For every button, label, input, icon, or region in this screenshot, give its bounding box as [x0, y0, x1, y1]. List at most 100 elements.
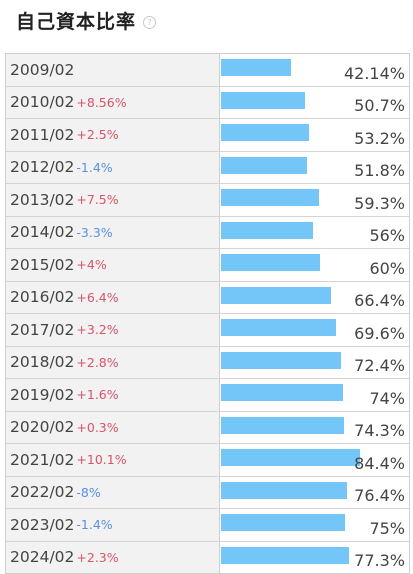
bar-cell: 56% [220, 217, 409, 249]
change-label: +4% [76, 257, 106, 272]
period-label: 2015/02 [10, 256, 74, 274]
value-label: 66.4% [354, 282, 405, 314]
change-label: +2.8% [76, 355, 118, 370]
value-label: 51.8% [354, 152, 405, 184]
period-cell: 2011/02+2.5% [6, 119, 220, 151]
chart-header: 自己資本比率 ? [16, 6, 156, 34]
table-row: 2023/02-1.4% 75% [6, 509, 409, 542]
bar [221, 547, 349, 564]
table-row: 2024/02+2.3% 77.3% [6, 542, 409, 574]
period-label: 2024/02 [10, 548, 74, 566]
bar [221, 92, 305, 109]
period-cell: 2012/02-1.4% [6, 152, 220, 184]
value-label: 42.14% [344, 54, 405, 86]
period-cell: 2019/02+1.6% [6, 379, 220, 411]
bar [221, 319, 336, 336]
period-cell: 2020/02+0.3% [6, 412, 220, 444]
bar-cell: 59.3% [220, 184, 409, 216]
value-label: 75% [369, 509, 405, 541]
period-cell: 2018/02+2.8% [6, 347, 220, 379]
change-label: +6.4% [76, 290, 118, 305]
period-label: 2014/02 [10, 223, 74, 241]
change-label: -1.4% [76, 517, 112, 532]
bar-cell: 72.4% [220, 347, 409, 379]
table-row: 2020/02+0.3% 74.3% [6, 412, 409, 445]
bar-cell: 75% [220, 509, 409, 541]
value-label: 53.2% [354, 119, 405, 151]
table-row: 2019/02+1.6% 74% [6, 379, 409, 412]
value-label: 50.7% [354, 87, 405, 119]
period-cell: 2024/02+2.3% [6, 542, 220, 574]
table-row: 2009/02 42.14% [6, 54, 409, 87]
change-label: +7.5% [76, 192, 118, 207]
value-label: 77.3% [354, 542, 405, 574]
bar [221, 254, 320, 271]
value-label: 69.6% [354, 314, 405, 346]
bar-cell: 51.8% [220, 152, 409, 184]
bar-cell: 74% [220, 379, 409, 411]
period-cell: 2014/02-3.3% [6, 217, 220, 249]
bar [221, 482, 347, 499]
table-row: 2015/02+4% 60% [6, 249, 409, 282]
value-label: 74.3% [354, 412, 405, 444]
bar [221, 417, 344, 434]
table-row: 2010/02+8.56% 50.7% [6, 87, 409, 120]
value-label: 74% [369, 379, 405, 411]
value-label: 59.3% [354, 184, 405, 216]
period-cell: 2021/02+10.1% [6, 444, 220, 476]
bar [221, 449, 360, 466]
help-icon[interactable]: ? [143, 16, 156, 29]
change-label: -1.4% [76, 160, 112, 175]
period-label: 2013/02 [10, 191, 74, 209]
period-cell: 2023/02-1.4% [6, 509, 220, 541]
value-label: 76.4% [354, 477, 405, 509]
bar [221, 59, 291, 76]
period-cell: 2022/02-8% [6, 477, 220, 509]
period-cell: 2016/02+6.4% [6, 282, 220, 314]
bar-cell: 60% [220, 249, 409, 281]
table-row: 2011/02+2.5% 53.2% [6, 119, 409, 152]
period-label: 2016/02 [10, 288, 74, 306]
value-label: 84.4% [354, 444, 405, 476]
change-label: +2.3% [76, 550, 118, 565]
table-row: 2021/02+10.1% 84.4% [6, 444, 409, 477]
bar [221, 352, 341, 369]
period-cell: 2017/02+3.2% [6, 314, 220, 346]
bar-cell: 76.4% [220, 477, 409, 509]
period-label: 2019/02 [10, 386, 74, 404]
value-label: 56% [369, 217, 405, 249]
value-label: 60% [369, 249, 405, 281]
period-label: 2009/02 [10, 61, 74, 79]
value-label: 72.4% [354, 347, 405, 379]
period-label: 2011/02 [10, 126, 74, 144]
period-label: 2012/02 [10, 158, 74, 176]
period-cell: 2013/02+7.5% [6, 184, 220, 216]
table-row: 2022/02-8% 76.4% [6, 477, 409, 510]
bar [221, 124, 309, 141]
period-label: 2022/02 [10, 483, 74, 501]
table-row: 2016/02+6.4% 66.4% [6, 282, 409, 315]
bar [221, 222, 313, 239]
period-label: 2021/02 [10, 451, 74, 469]
bar [221, 287, 331, 304]
change-label: +0.3% [76, 420, 118, 435]
bar [221, 514, 345, 531]
bar [221, 189, 319, 206]
change-label: -8% [76, 485, 100, 500]
bar-cell: 66.4% [220, 282, 409, 314]
change-label: -3.3% [76, 225, 112, 240]
table-row: 2012/02-1.4% 51.8% [6, 152, 409, 185]
change-label: +10.1% [76, 452, 126, 467]
table-row: 2018/02+2.8% 72.4% [6, 347, 409, 380]
bar-cell: 53.2% [220, 119, 409, 151]
table-row: 2017/02+3.2% 69.6% [6, 314, 409, 347]
bar-cell: 42.14% [220, 54, 409, 86]
period-label: 2017/02 [10, 321, 74, 339]
change-label: +8.56% [76, 95, 126, 110]
change-label: +3.2% [76, 322, 118, 337]
chart-title: 自己資本比率 [16, 7, 136, 34]
bar [221, 384, 343, 401]
period-cell: 2009/02 [6, 54, 220, 86]
period-cell: 2010/02+8.56% [6, 87, 220, 119]
